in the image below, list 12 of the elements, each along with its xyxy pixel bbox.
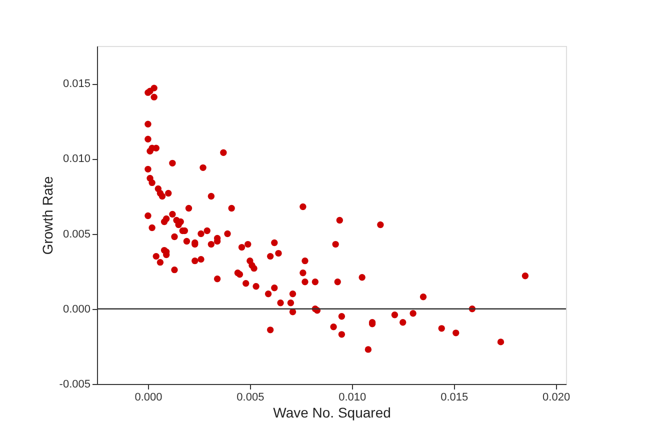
y-tick-label: 0.015 <box>62 78 90 90</box>
y-axis-title: Growth Rate <box>39 176 56 255</box>
y-tick-label: 0.010 <box>62 153 90 166</box>
x-tick-label: 0.010 <box>338 392 366 404</box>
x-axis-title: Wave No. Squared <box>273 404 391 420</box>
y-tick-label: 0.005 <box>62 228 90 240</box>
x-tick-label: 0.020 <box>542 392 570 404</box>
x-tick-label: 0.005 <box>236 392 264 404</box>
y-tick-label: 0.000 <box>62 303 90 316</box>
x-tick-label: 0.000 <box>134 392 162 404</box>
y-tick-label: -0.005 <box>59 378 90 390</box>
x-tick-label: 0.015 <box>440 392 468 404</box>
